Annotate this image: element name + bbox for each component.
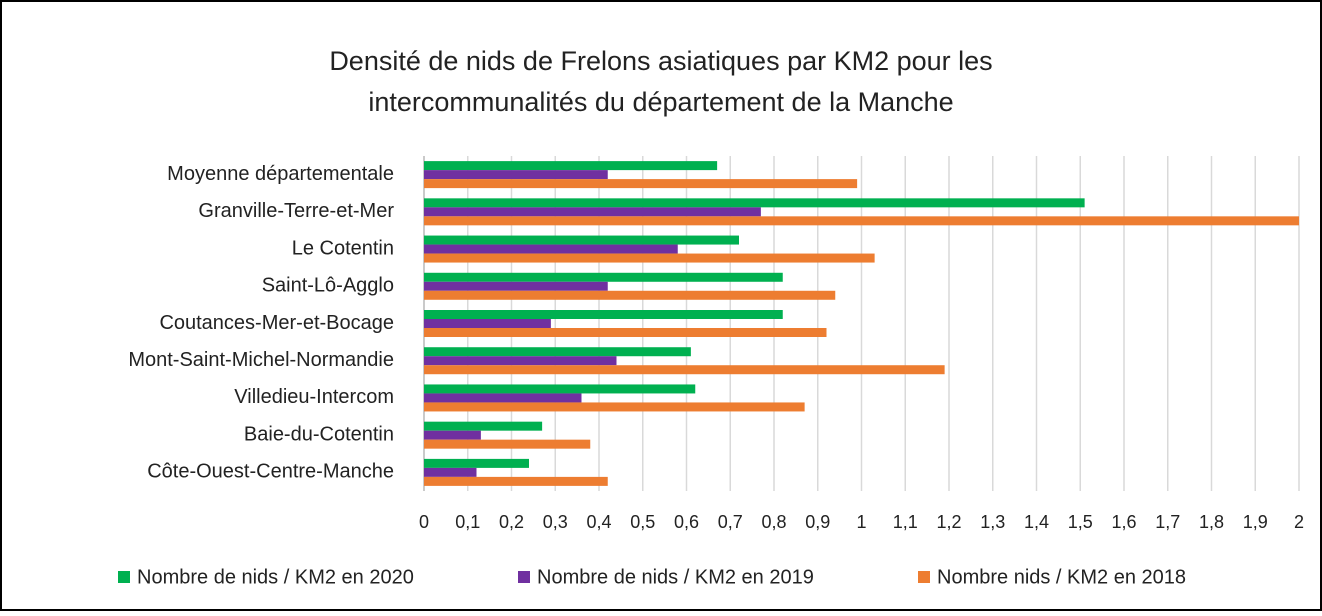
legend-label: Nombre nids / KM2 en 2018 (937, 566, 1186, 588)
x-tick-label: 0,5 (630, 512, 655, 532)
y-tick-label: Villedieu-Intercom (234, 386, 394, 408)
bar (424, 179, 858, 189)
x-tick-label: 1,2 (936, 512, 961, 532)
bar (424, 402, 805, 412)
bar (424, 310, 783, 319)
x-tick-label: 1,4 (1024, 512, 1049, 532)
bar (424, 216, 1299, 226)
chart-title: intercommunalités du département de la M… (368, 87, 953, 117)
bar (424, 290, 836, 300)
bar (424, 207, 761, 217)
x-tick-label: 1,9 (1243, 512, 1268, 532)
bar (424, 458, 529, 468)
bar (424, 272, 783, 282)
x-tick-label: 0,4 (586, 512, 611, 532)
bar (424, 253, 875, 263)
bar (424, 281, 608, 291)
bar (424, 319, 551, 328)
x-tick-label: 0,7 (718, 512, 743, 532)
y-tick-label: Le Cotentin (292, 237, 394, 259)
x-tick-label: 1,7 (1155, 512, 1180, 532)
bar (424, 393, 582, 403)
x-tick-label: 0,8 (761, 512, 786, 532)
legend-label: Nombre de nids / KM2 en 2020 (137, 566, 414, 588)
y-tick-label: Baie-du-Cotentin (244, 423, 394, 445)
bar (424, 365, 945, 375)
bar (424, 356, 617, 366)
chart-title: Densité de nids de Frelons asiatiques pa… (329, 46, 992, 76)
bar (424, 467, 477, 477)
bar (424, 430, 481, 440)
x-tick-label: 0,2 (499, 512, 524, 532)
x-tick-label: 1,6 (1111, 512, 1136, 532)
x-tick-label: 2 (1294, 512, 1304, 532)
x-tick-label: 1,3 (980, 512, 1005, 532)
x-tick-label: 1,8 (1199, 512, 1224, 532)
y-tick-label: Saint-Lô-Agglo (262, 275, 394, 297)
legend-marker (118, 571, 130, 583)
bar (424, 421, 543, 431)
y-tick-label: Moyenne départementale (167, 163, 394, 185)
legend-marker (518, 571, 530, 583)
legend-label: Nombre de nids / KM2 en 2019 (537, 566, 814, 588)
x-tick-label: 1 (856, 512, 866, 532)
bar (424, 328, 827, 337)
y-tick-label: Côte-Ouest-Centre-Manche (147, 461, 394, 483)
bar (424, 384, 696, 394)
x-tick-label: 0 (419, 512, 429, 532)
bar (424, 235, 739, 245)
x-tick-label: 0,1 (455, 512, 480, 532)
legend-marker (918, 571, 930, 583)
x-tick-label: 0,9 (805, 512, 830, 532)
y-tick-label: Mont-Saint-Michel-Normandie (128, 349, 394, 371)
bar (424, 439, 591, 449)
bar (424, 161, 718, 171)
x-tick-label: 0,6 (674, 512, 699, 532)
bar (424, 198, 1085, 208)
bar (424, 170, 608, 180)
bar (424, 476, 608, 486)
x-tick-label: 1,1 (893, 512, 918, 532)
y-tick-label: Granville-Terre-et-Mer (198, 200, 394, 222)
bar (424, 244, 678, 254)
x-tick-label: 0,3 (543, 512, 568, 532)
y-tick-label: Coutances-Mer-et-Bocage (159, 312, 394, 334)
x-tick-label: 1,5 (1068, 512, 1093, 532)
bar (424, 347, 691, 357)
